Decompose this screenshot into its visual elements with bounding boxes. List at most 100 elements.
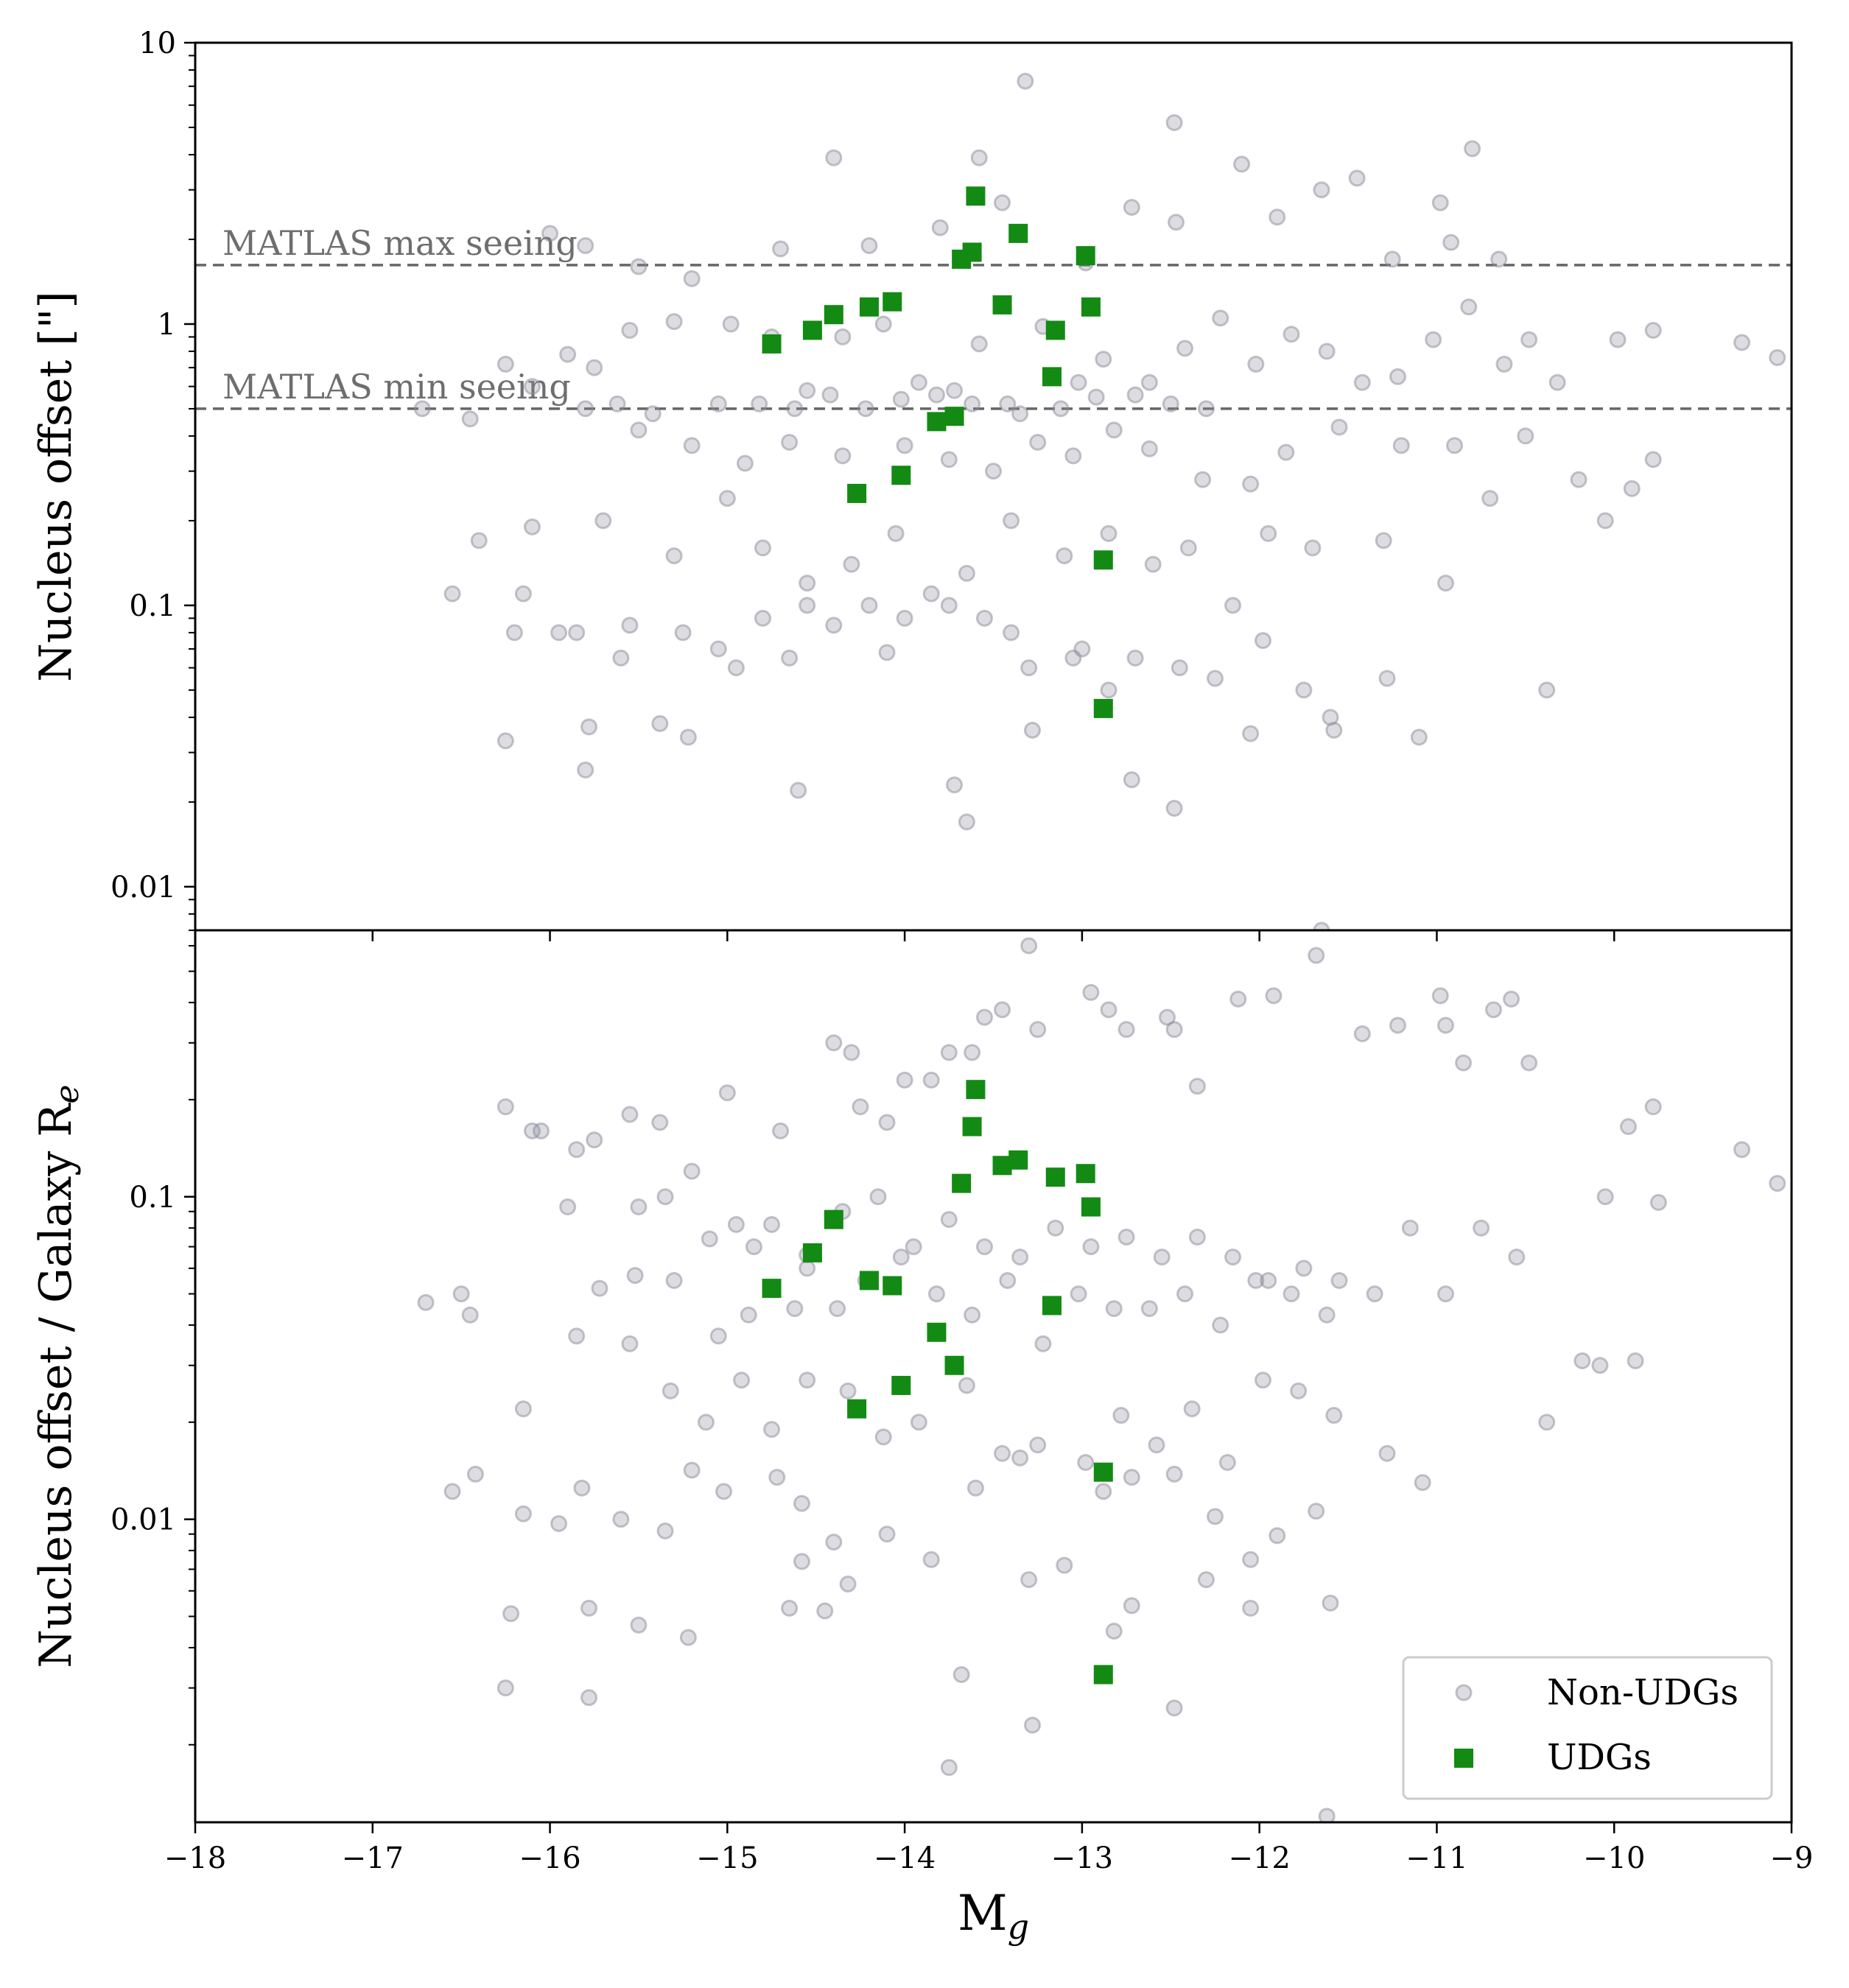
non-udg-point [1265, 987, 1283, 1005]
non-udg-point [523, 378, 541, 396]
non-udg-point [413, 400, 431, 418]
y-axis-title: Nucleus offset / Galaxy Re [30, 1084, 86, 1668]
non-udg-point [1269, 208, 1286, 226]
non-udg-point [502, 1605, 520, 1623]
non-udg-point [1218, 1454, 1236, 1472]
non-udg-point [1464, 140, 1481, 158]
non-udg-point [1517, 427, 1534, 445]
non-udg-point [1520, 1054, 1538, 1072]
non-udg-point [1242, 725, 1260, 742]
x-tick-label: −17 [342, 1841, 404, 1875]
non-udg-point [736, 454, 754, 472]
non-udg-point [1318, 1808, 1336, 1822]
non-udg-point [1570, 471, 1587, 488]
non-udg-point [621, 617, 639, 634]
y-tick-label: 0.01 [110, 871, 176, 905]
non-udg-point [1503, 990, 1520, 1008]
non-udg-point [1481, 490, 1499, 507]
non-udg-point [443, 1483, 461, 1500]
non-udg-point [1073, 640, 1091, 658]
non-udg-point [1123, 1469, 1140, 1486]
non-udg-point [594, 512, 612, 530]
non-udg-point [461, 1306, 479, 1324]
non-udg-point [533, 1122, 550, 1139]
non-udg-point [683, 1162, 701, 1180]
non-udg-point [612, 1511, 630, 1528]
non-udg-point [1644, 321, 1662, 339]
non-udg-point [1165, 1699, 1183, 1717]
non-udg-point [1023, 1716, 1041, 1734]
udg-point [1076, 1164, 1095, 1184]
non-udg-point [1020, 937, 1038, 955]
non-udg-point [727, 659, 745, 677]
non-udg-point [1431, 987, 1449, 1005]
non-udg-point [799, 382, 816, 399]
non-udg-point [1596, 512, 1614, 530]
non-udg-point [417, 1293, 435, 1311]
udg-point [1045, 320, 1065, 340]
udg-point [992, 1156, 1012, 1176]
non-udg-point [1118, 1228, 1135, 1246]
non-udg-point [1548, 373, 1566, 391]
non-udg-point [1242, 1599, 1260, 1617]
non-udg-point [1313, 921, 1330, 930]
non-udg-point [1318, 1306, 1336, 1324]
non-udg-point [1242, 475, 1260, 493]
non-udg-point [740, 1306, 757, 1324]
non-udg-point [733, 1371, 751, 1389]
legend-non-udg-label: Non-UDGs [1547, 1672, 1739, 1713]
non-udg-point [843, 555, 860, 573]
x-tick-label: −12 [1228, 1841, 1290, 1875]
non-udg-point [964, 1044, 981, 1061]
top-panel: 0.01 0.1 1 10 Nucleus offset ["] MATLAS max s… [30, 27, 1793, 941]
non-udg-point [591, 1279, 608, 1297]
non-udg-point [1573, 1352, 1591, 1369]
non-udg-point [1082, 1238, 1100, 1256]
non-udg-point [1105, 1623, 1123, 1640]
non-udg-point [651, 1114, 669, 1131]
udg-point [1042, 367, 1062, 387]
legend-non-udg-marker [1455, 1684, 1473, 1701]
non-udg-point [727, 1215, 745, 1233]
non-udg-point [1623, 480, 1641, 497]
non-udg-point [505, 624, 523, 642]
non-udg-point [608, 395, 626, 412]
x-tick-label: −14 [874, 1841, 936, 1875]
udg-point [891, 466, 911, 485]
non-udg-point [931, 219, 949, 236]
non-udg-point [577, 400, 594, 418]
non-udg-point [1431, 194, 1449, 211]
non-udg-point [825, 1534, 843, 1551]
non-udg-point [878, 1525, 896, 1543]
non-udg-point [1126, 386, 1144, 404]
non-udg-point [1460, 298, 1478, 316]
non-udg-point [1484, 1001, 1502, 1019]
non-udg-point [940, 1044, 958, 1061]
non-udg-point [1269, 1527, 1286, 1545]
non-udg-point [910, 373, 927, 391]
non-udg-point [910, 1413, 927, 1431]
udg-point [1093, 698, 1113, 718]
non-udg-point [651, 714, 669, 732]
bottom-panel: 0.01 0.1 Nucleus offset / Galaxy Re [30, 929, 1793, 1833]
udg-point [1093, 550, 1113, 570]
non-udg-point [763, 1215, 781, 1233]
udg-point [962, 1117, 982, 1137]
udg-point [883, 292, 902, 312]
non-udg-point [793, 1553, 810, 1570]
non-udg-point [994, 1001, 1011, 1019]
non-udg-point [1029, 433, 1047, 451]
non-udg-point [1591, 1357, 1609, 1374]
non-udg-point [1446, 437, 1464, 454]
non-udg-point [1158, 1008, 1176, 1026]
udg-point [1008, 1150, 1028, 1170]
non-udg-point [1644, 451, 1662, 468]
non-udg-point [577, 761, 594, 779]
non-udg-point [1144, 555, 1162, 573]
udg-point [824, 305, 843, 325]
non-udg-point [839, 1382, 857, 1399]
non-udg-point [745, 1238, 762, 1256]
non-udg-point [1330, 418, 1348, 436]
non-udg-point [1414, 1474, 1431, 1492]
legend-udg-marker [1454, 1749, 1473, 1768]
